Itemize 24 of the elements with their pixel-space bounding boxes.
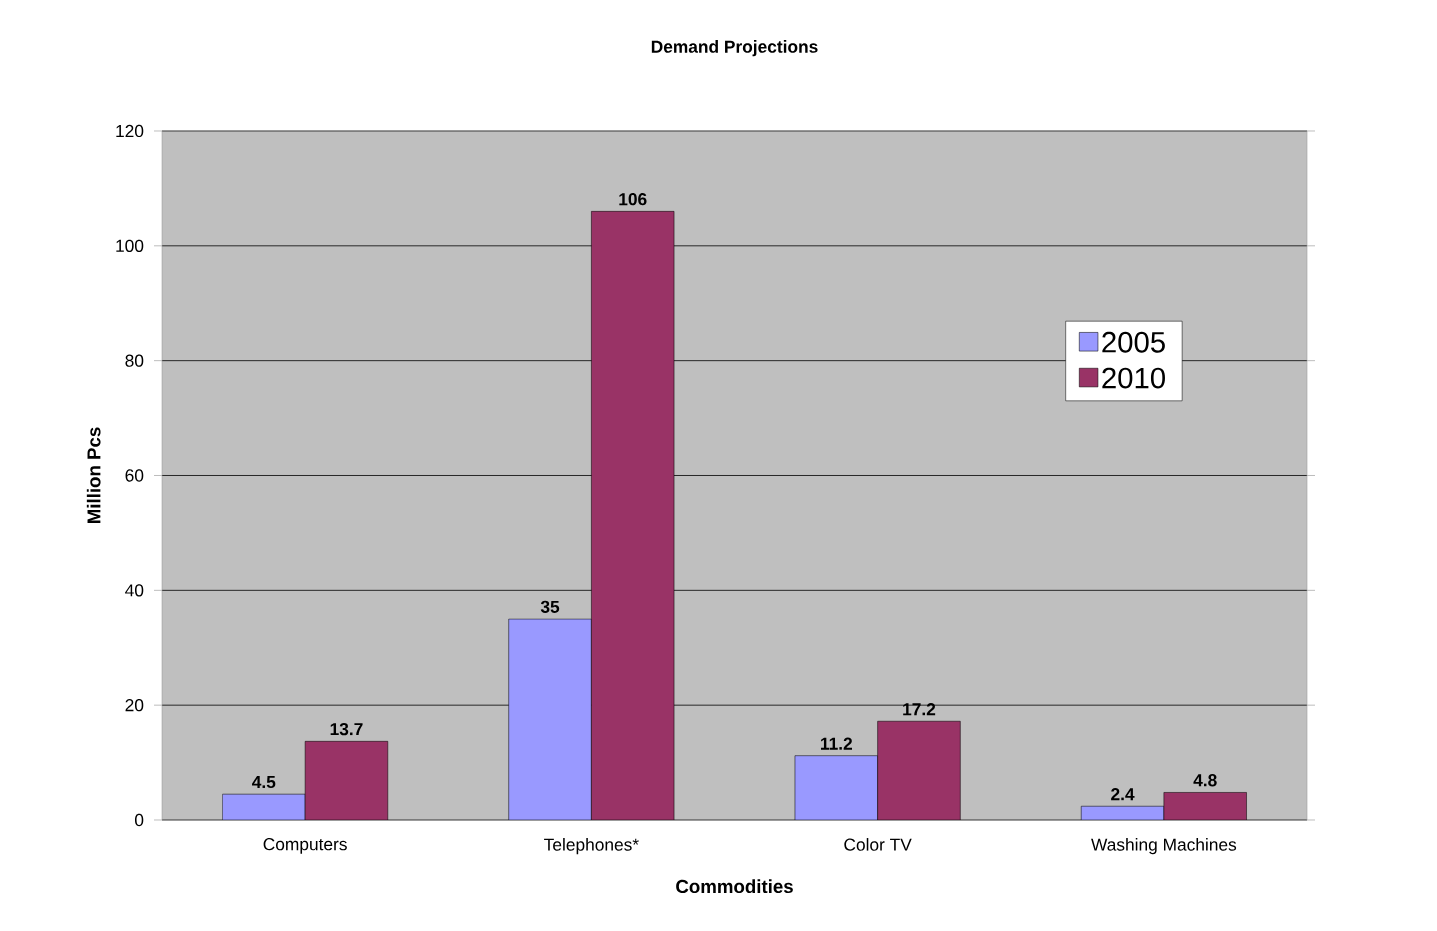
data-label: 11.2 (821, 737, 852, 750)
legend-label: 2010 (1102, 367, 1165, 389)
x-tick-label: Telephones* (544, 838, 639, 855)
y-tick-label: 40 (125, 584, 144, 597)
data-label: 106 (619, 193, 647, 206)
chart-title: Demand Projections (651, 40, 818, 57)
x-axis-title: Commodities (676, 879, 793, 894)
data-label: 17.2 (903, 703, 936, 716)
data-label: 4.8 (1193, 774, 1217, 787)
y-tick-label: 80 (125, 354, 144, 367)
x-tick-label: Computers (263, 838, 347, 854)
y-tick-label: 100 (116, 239, 144, 252)
data-label: 35 (540, 600, 560, 613)
data-label: 2.4 (1111, 788, 1135, 801)
y-tick-label: 60 (125, 469, 144, 482)
data-label: 13.7 (330, 722, 363, 736)
y-tick-label: 0 (134, 813, 144, 827)
y-tick-label: 120 (116, 124, 144, 138)
x-tick-label: Washing Machines (1091, 838, 1237, 855)
data-label: 4.5 (252, 776, 276, 789)
legend-label: 2005 (1102, 331, 1165, 353)
y-axis-title: Million Pcs (86, 427, 101, 523)
y-tick-label: 20 (125, 699, 144, 712)
x-tick-label: Color TV (844, 838, 912, 851)
